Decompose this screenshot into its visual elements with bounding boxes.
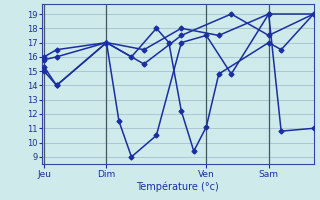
X-axis label: Température (°c): Température (°c) (136, 181, 219, 192)
